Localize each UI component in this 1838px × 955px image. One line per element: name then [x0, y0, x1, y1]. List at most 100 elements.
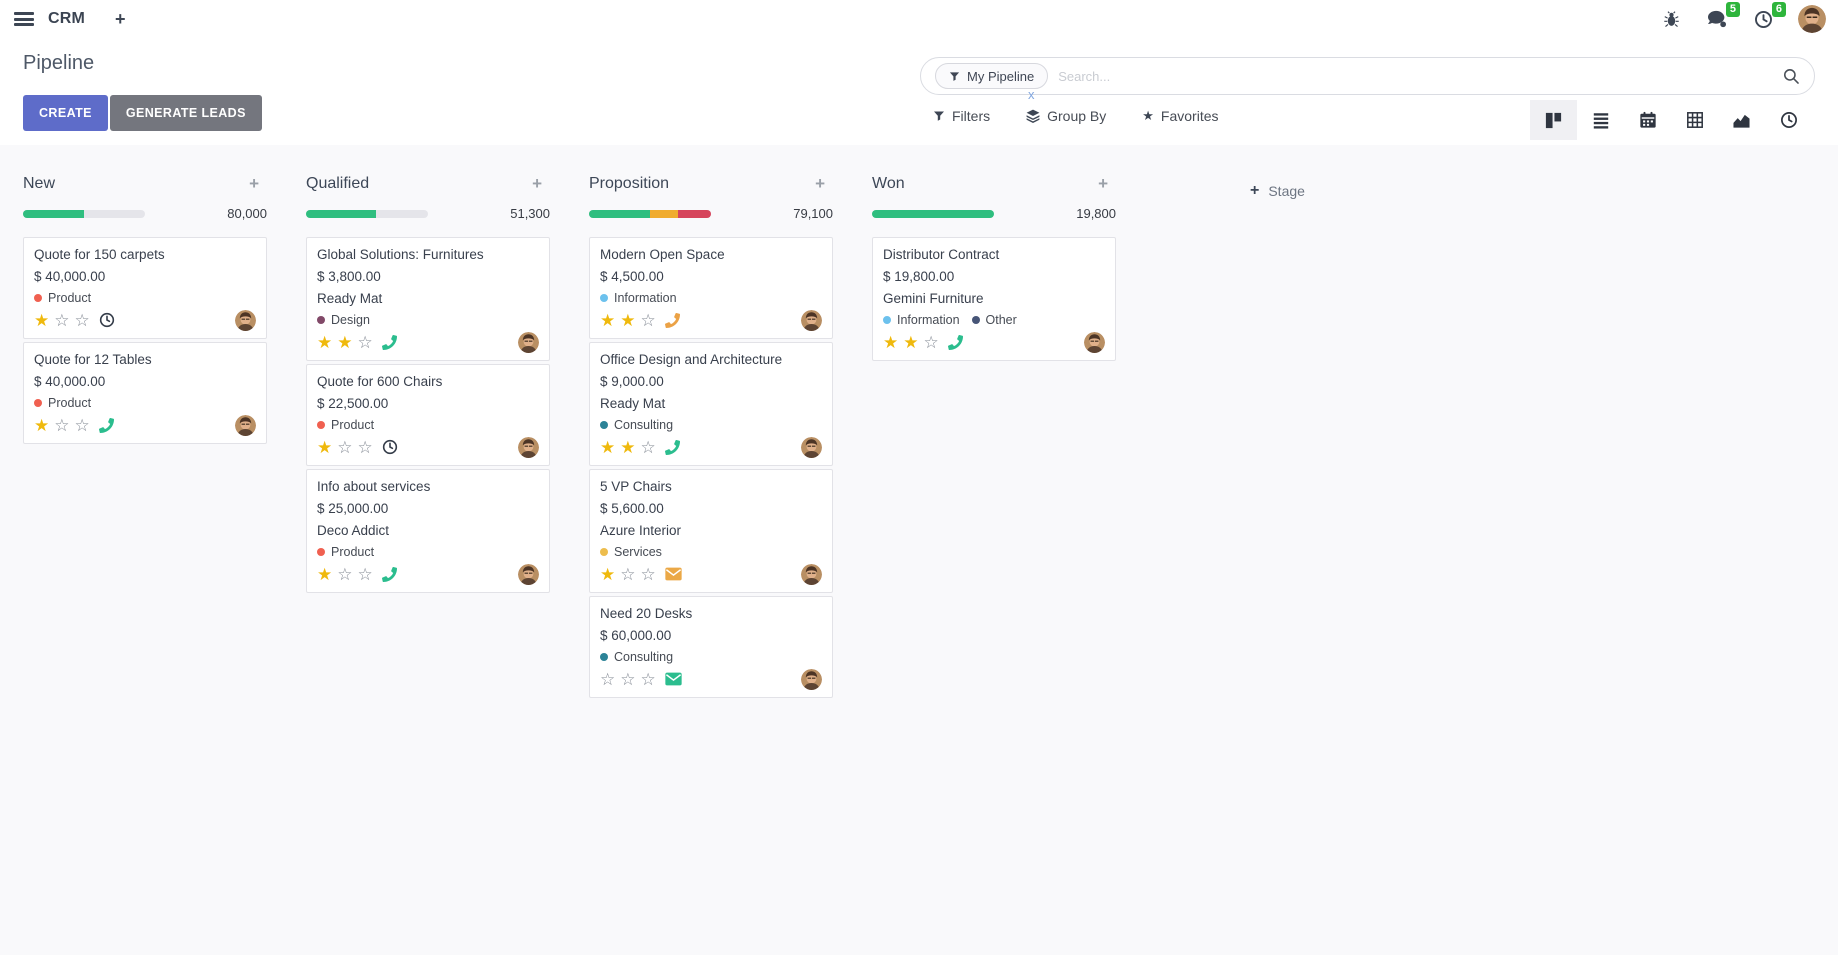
star-filled-icon[interactable]: ★ — [620, 437, 636, 457]
view-button-pivot[interactable] — [1671, 100, 1718, 140]
salesperson-avatar[interactable] — [1084, 331, 1105, 353]
progress-segment[interactable] — [589, 209, 650, 218]
app-name[interactable]: CRM — [48, 10, 86, 27]
messages-menu[interactable]: 5 — [1706, 2, 1740, 30]
stage-progressbar[interactable] — [306, 209, 428, 218]
activity-icon[interactable] — [381, 566, 397, 582]
star-filled-icon[interactable]: ★ — [317, 564, 333, 584]
search-facet-my-pipeline[interactable]: My Pipeline — [935, 63, 1049, 89]
priority-stars[interactable]: ★ ★ ☆ — [883, 334, 939, 351]
progress-segment[interactable] — [306, 209, 376, 218]
star-filled-icon[interactable]: ★ — [317, 437, 333, 457]
star-empty-icon[interactable]: ☆ — [620, 564, 636, 584]
salesperson-avatar[interactable] — [801, 668, 822, 690]
activity-icon[interactable] — [381, 334, 397, 350]
activity-icon[interactable] — [947, 334, 963, 350]
activity-icon[interactable] — [98, 417, 114, 433]
salesperson-avatar[interactable] — [518, 331, 539, 353]
star-empty-icon[interactable]: ☆ — [357, 437, 373, 457]
activity-icon[interactable] — [665, 672, 682, 686]
add-stage-button[interactable]: + Stage — [1250, 182, 1305, 200]
debug-bug-icon[interactable] — [1660, 8, 1682, 30]
star-empty-icon[interactable]: ☆ — [54, 310, 70, 330]
priority-stars[interactable]: ★ ★ ☆ — [317, 334, 373, 351]
salesperson-avatar[interactable] — [801, 563, 822, 585]
star-filled-icon[interactable]: ★ — [317, 332, 333, 352]
priority-stars[interactable]: ★ ★ ☆ — [600, 312, 656, 329]
progress-segment[interactable] — [872, 209, 994, 218]
kanban-card[interactable]: Office Design and Architecture $ 9,000.0… — [589, 342, 833, 466]
star-empty-icon[interactable]: ☆ — [640, 669, 656, 689]
star-filled-icon[interactable]: ★ — [883, 332, 899, 352]
priority-stars[interactable]: ★ ☆ ☆ — [34, 417, 90, 434]
quick-add-card-icon[interactable]: + — [532, 174, 542, 193]
facet-remove-icon[interactable]: x — [1028, 87, 1035, 102]
user-avatar[interactable] — [1798, 5, 1826, 33]
quick-add-card-icon[interactable]: + — [815, 174, 825, 193]
priority-stars[interactable]: ★ ☆ ☆ — [317, 439, 373, 456]
kanban-card[interactable]: Quote for 150 carpets $ 40,000.00 Produc… — [23, 237, 267, 339]
star-filled-icon[interactable]: ★ — [600, 564, 616, 584]
star-empty-icon[interactable]: ☆ — [923, 332, 939, 352]
progress-segment[interactable] — [23, 209, 84, 218]
group-by-button[interactable]: Group By — [1026, 108, 1106, 124]
search-input[interactable] — [1058, 68, 1782, 84]
star-empty-icon[interactable]: ☆ — [640, 310, 656, 330]
kanban-card[interactable]: Global Solutions: Furnitures $ 3,800.00 … — [306, 237, 550, 361]
view-button-kanban[interactable] — [1530, 100, 1577, 140]
stage-progressbar[interactable] — [589, 209, 711, 218]
generate-leads-button[interactable]: GENERATE LEADS — [109, 95, 262, 131]
salesperson-avatar[interactable] — [801, 309, 822, 331]
star-filled-icon[interactable]: ★ — [600, 437, 616, 457]
new-window-plus-icon[interactable]: + — [115, 9, 126, 29]
filters-button[interactable]: Filters — [933, 108, 990, 124]
priority-stars[interactable]: ★ ☆ ☆ — [317, 566, 373, 583]
kanban-card[interactable]: Need 20 Desks $ 60,000.00 Consulting ☆ ☆ ☆ — [589, 596, 833, 698]
activity-icon[interactable] — [665, 567, 682, 581]
stage-progressbar[interactable] — [872, 209, 994, 218]
salesperson-avatar[interactable] — [801, 436, 822, 458]
salesperson-avatar[interactable] — [235, 309, 256, 331]
star-filled-icon[interactable]: ★ — [34, 415, 50, 435]
view-button-activity[interactable] — [1765, 100, 1812, 140]
apps-menu-icon[interactable] — [14, 12, 34, 26]
progress-segment[interactable] — [650, 209, 679, 218]
star-empty-icon[interactable]: ☆ — [640, 564, 656, 584]
star-empty-icon[interactable]: ☆ — [600, 669, 616, 689]
star-empty-icon[interactable]: ☆ — [620, 669, 636, 689]
salesperson-avatar[interactable] — [518, 436, 539, 458]
activity-icon[interactable] — [664, 439, 680, 455]
search-icon[interactable] — [1782, 67, 1800, 85]
priority-stars[interactable]: ★ ☆ ☆ — [600, 566, 656, 583]
view-button-list[interactable] — [1577, 100, 1624, 140]
kanban-card[interactable]: Info about services $ 25,000.00 Deco Add… — [306, 469, 550, 593]
kanban-card[interactable]: Quote for 600 Chairs $ 22,500.00 Product… — [306, 364, 550, 466]
favorites-button[interactable]: ★ Favorites — [1142, 108, 1218, 124]
kanban-card[interactable]: Distributor Contract $ 19,800.00 Gemini … — [872, 237, 1116, 361]
priority-stars[interactable]: ☆ ☆ ☆ — [600, 671, 656, 688]
activity-icon[interactable] — [99, 312, 115, 328]
star-filled-icon[interactable]: ★ — [337, 332, 353, 352]
create-button[interactable]: CREATE — [23, 95, 108, 131]
activity-icon[interactable] — [382, 439, 398, 455]
star-empty-icon[interactable]: ☆ — [337, 437, 353, 457]
activities-menu[interactable]: 6 — [1752, 2, 1786, 30]
salesperson-avatar[interactable] — [518, 563, 539, 585]
salesperson-avatar[interactable] — [235, 414, 256, 436]
kanban-card[interactable]: 5 VP Chairs $ 5,600.00 Azure Interior Se… — [589, 469, 833, 593]
star-empty-icon[interactable]: ☆ — [357, 564, 373, 584]
star-empty-icon[interactable]: ☆ — [640, 437, 656, 457]
view-button-graph[interactable] — [1718, 100, 1765, 140]
quick-add-card-icon[interactable]: + — [249, 174, 259, 193]
search-bar[interactable]: My Pipeline — [920, 57, 1815, 95]
star-filled-icon[interactable]: ★ — [620, 310, 636, 330]
kanban-card[interactable]: Quote for 12 Tables $ 40,000.00 Product … — [23, 342, 267, 444]
kanban-card[interactable]: Modern Open Space $ 4,500.00 Information… — [589, 237, 833, 339]
activity-icon[interactable] — [664, 312, 680, 328]
view-button-calendar[interactable] — [1624, 100, 1671, 140]
stage-progressbar[interactable] — [23, 209, 145, 218]
progress-segment[interactable] — [678, 209, 711, 218]
star-filled-icon[interactable]: ★ — [34, 310, 50, 330]
priority-stars[interactable]: ★ ★ ☆ — [600, 439, 656, 456]
quick-add-card-icon[interactable]: + — [1098, 174, 1108, 193]
